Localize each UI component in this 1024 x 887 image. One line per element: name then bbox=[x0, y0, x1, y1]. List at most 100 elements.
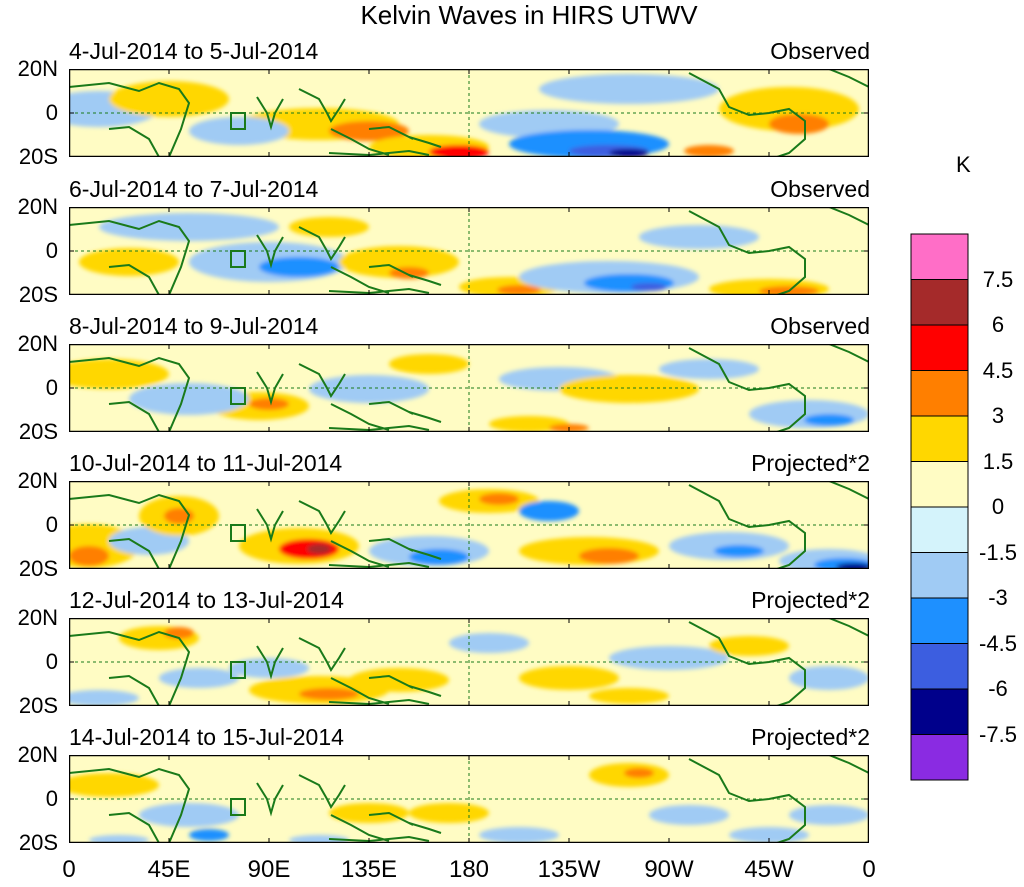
coastline bbox=[328, 835, 430, 843]
anomaly-map bbox=[69, 207, 869, 295]
map-frame bbox=[69, 481, 869, 569]
coastline bbox=[256, 96, 284, 131]
coastline bbox=[298, 226, 346, 261]
anomaly-contour bbox=[579, 548, 639, 564]
colorbar-swatch bbox=[910, 324, 969, 371]
longitude-label: 45E bbox=[147, 856, 191, 883]
anomaly-contour bbox=[129, 383, 249, 415]
panel-type-label: Projected*2 bbox=[751, 450, 870, 476]
colorbar-tick-label: 6 bbox=[991, 312, 1005, 337]
coastline bbox=[368, 674, 414, 689]
anomaly-contour bbox=[189, 829, 229, 841]
anomaly-contour bbox=[497, 285, 541, 295]
anomaly-contour bbox=[289, 835, 349, 843]
coastline bbox=[688, 347, 806, 432]
coastline bbox=[368, 263, 414, 278]
coastline bbox=[368, 537, 414, 552]
anomaly-contour bbox=[259, 257, 339, 277]
coastline bbox=[298, 500, 346, 535]
panel-date-range: 6-Jul-2014 to 7-Jul-2014 bbox=[69, 176, 319, 202]
anomaly-contour bbox=[139, 803, 239, 827]
map-panel: 12-Jul-2014 to 13-Jul-2014 Projected*2 20N… bbox=[0, 0, 1024, 717]
anomaly-contour bbox=[609, 149, 649, 157]
map-panel: 8-Jul-2014 to 9-Jul-2014 Observed 20N 0 20S bbox=[0, 0, 1024, 443]
colorbar-swatch bbox=[910, 506, 969, 553]
anomaly-contour bbox=[836, 563, 869, 569]
anomaly-contour bbox=[89, 835, 149, 843]
coastline bbox=[69, 767, 191, 843]
panel-date-range: 14-Jul-2014 to 15-Jul-2014 bbox=[69, 724, 344, 750]
anomaly-contour bbox=[624, 768, 654, 778]
anomaly-contour bbox=[249, 398, 289, 410]
anomaly-contour bbox=[389, 354, 469, 374]
coastline bbox=[828, 481, 869, 500]
anomaly-contour bbox=[649, 805, 729, 825]
coastline bbox=[408, 822, 442, 834]
anomaly-contour bbox=[479, 493, 519, 505]
anomaly-contour bbox=[539, 74, 719, 104]
longitude-label: 45W bbox=[744, 856, 794, 883]
panel-date-range: 10-Jul-2014 to 11-Jul-2014 bbox=[69, 450, 343, 476]
coastline bbox=[828, 755, 869, 774]
colorbar-tick-label: -6 bbox=[988, 676, 1008, 701]
colorbar-swatch bbox=[910, 643, 969, 690]
anomaly-contour bbox=[709, 636, 789, 656]
coastline bbox=[328, 149, 430, 157]
coastline bbox=[256, 234, 284, 269]
latitude-label: 0 bbox=[45, 649, 58, 674]
colorbar-swatch bbox=[910, 461, 969, 508]
colorbar-swatch bbox=[910, 415, 969, 462]
anomaly-contour bbox=[429, 145, 489, 157]
latitude-label: 20S bbox=[18, 556, 58, 581]
coastline bbox=[368, 811, 414, 826]
coastline bbox=[256, 782, 284, 817]
coastline bbox=[108, 125, 160, 157]
latitude-label: 0 bbox=[45, 238, 58, 263]
coastline bbox=[368, 125, 414, 140]
coastline bbox=[828, 344, 869, 363]
coastline bbox=[828, 69, 869, 88]
coastline bbox=[328, 424, 430, 432]
coastline bbox=[256, 645, 284, 680]
anomaly-contour bbox=[519, 501, 579, 521]
coastline bbox=[256, 508, 284, 543]
coastline bbox=[330, 266, 390, 294]
coastline bbox=[828, 207, 869, 226]
colorbar-swatch bbox=[910, 688, 969, 735]
colorbar-swatch bbox=[910, 734, 969, 781]
colorbar-tick-label: 1.5 bbox=[982, 448, 1014, 474]
anomaly-contour bbox=[189, 117, 289, 145]
coastline bbox=[108, 400, 160, 432]
latitude-label: 20N bbox=[17, 605, 58, 630]
coastline bbox=[298, 88, 346, 123]
map-frame bbox=[69, 344, 869, 432]
colorbar-swatch bbox=[910, 279, 969, 326]
coastline bbox=[328, 698, 430, 706]
coastline bbox=[408, 274, 442, 286]
colorbar-swatch bbox=[910, 552, 969, 599]
anomaly-contour bbox=[69, 359, 169, 389]
latitude-label: 20S bbox=[18, 830, 58, 855]
coastline bbox=[688, 484, 806, 569]
coastline bbox=[108, 811, 160, 843]
panel-date-range: 12-Jul-2014 to 13-Jul-2014 bbox=[69, 587, 344, 613]
panel-type-label: Observed bbox=[770, 313, 870, 339]
anomaly-contour bbox=[609, 646, 729, 670]
map-frame bbox=[69, 755, 869, 843]
latitude-label: 20S bbox=[18, 282, 58, 307]
latitude-label: 0 bbox=[45, 100, 58, 125]
coastline bbox=[688, 210, 806, 295]
latitude-label: 0 bbox=[45, 512, 58, 537]
coastline bbox=[69, 356, 191, 432]
coastline bbox=[368, 400, 414, 415]
panel-date-range: 4-Jul-2014 to 5-Jul-2014 bbox=[69, 38, 319, 64]
anomaly-map bbox=[69, 481, 869, 569]
colorbar-tick-label: 3 bbox=[991, 403, 1005, 428]
coastline bbox=[69, 81, 191, 157]
colorbar-tick-label: 0 bbox=[991, 494, 1005, 519]
latitude-label: 20S bbox=[18, 693, 58, 718]
colorbar-tick-label: 4.5 bbox=[982, 357, 1014, 383]
anomaly-contour bbox=[309, 375, 429, 403]
